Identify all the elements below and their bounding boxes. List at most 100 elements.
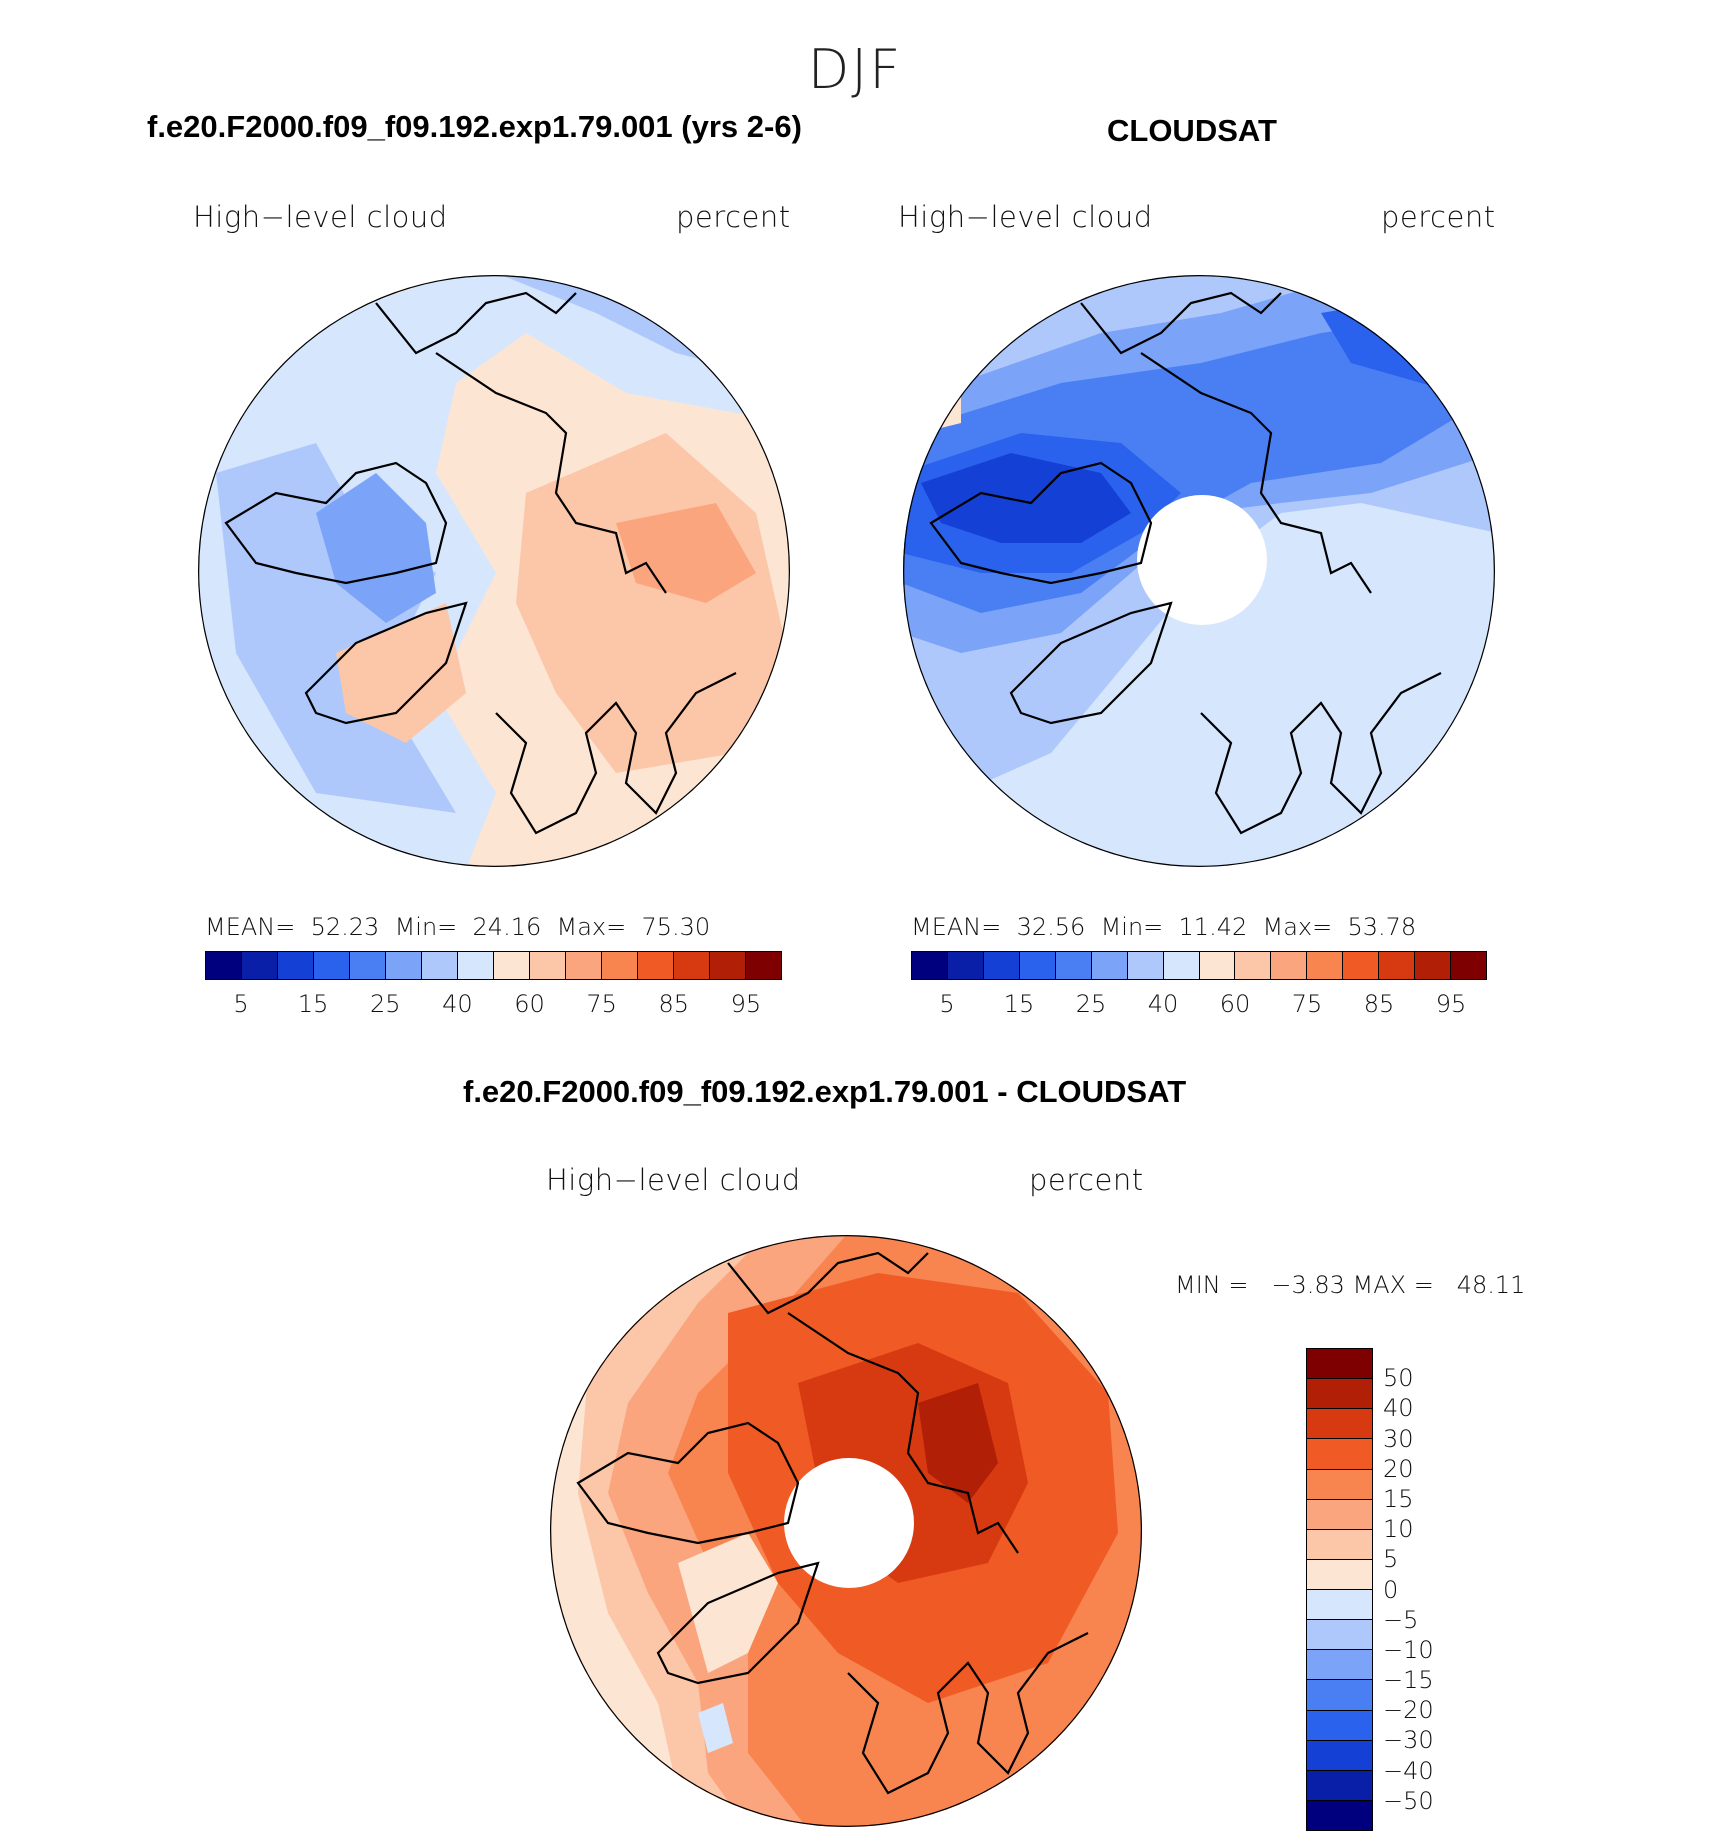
obs-coastline-siberia <box>1140 352 1372 594</box>
model-polar-map <box>198 275 790 867</box>
model-coastline-greenland <box>304 601 468 725</box>
obs-coastline-europe <box>1200 672 1442 835</box>
colorbar-segment <box>1307 1529 1372 1560</box>
colorbar-segment <box>1271 952 1308 979</box>
obs-coastline-canada <box>929 461 1153 585</box>
colorbar-segment <box>1307 1590 1372 1621</box>
colorbar-segment <box>1307 1469 1372 1500</box>
model-coastline-alaska <box>375 291 577 355</box>
colorbar-tick-label: 95 <box>1435 990 1467 1018</box>
colorbar-segment <box>1307 1439 1372 1470</box>
diff-field-lightblue-2 <box>663 1235 698 1268</box>
colorbar-segment <box>1307 1620 1372 1651</box>
colorbar-tick-label: 5 <box>233 990 249 1018</box>
model-case-title: f.e20.F2000.f09_f09.192.exp1.79.001 (yrs… <box>147 109 802 144</box>
colorbar-segment <box>1235 952 1272 979</box>
colorbar-tick-label: 75 <box>586 990 617 1018</box>
colorbar-segment <box>386 952 422 979</box>
colorbar-tick-label: −40 <box>1383 1756 1434 1785</box>
diff-coastline-alaska <box>727 1251 929 1315</box>
obs-field-darkblue <box>921 453 1131 543</box>
colorbar-segment <box>710 952 746 979</box>
colorbar-segment <box>278 952 314 979</box>
colorbar-tick-label: 0 <box>1383 1575 1399 1604</box>
colorbar-segment <box>746 952 781 979</box>
colorbar-segment <box>1307 1800 1372 1830</box>
colorbar-tick-label: 75 <box>1291 990 1323 1018</box>
diff-colorbar-labels: 50 40 30 20 15 10 5 0 −5 −10 −15 −20 −30 −40 −50 <box>1383 1348 1473 1831</box>
diff-field-peach-greenland <box>678 1533 778 1673</box>
model-field-blue-archipelago <box>316 473 436 623</box>
diff-coastline-greenland <box>656 1561 820 1685</box>
colorbar-segment <box>983 952 1020 979</box>
colorbar-tick-label: 40 <box>1383 1394 1414 1423</box>
colorbar-segment <box>1307 1379 1372 1410</box>
colorbar-segment <box>1307 1740 1372 1771</box>
model-field-salmon-green <box>336 603 466 743</box>
colorbar-tick-label: −30 <box>1383 1726 1434 1755</box>
season-title: DJF <box>807 38 903 101</box>
colorbar-segment <box>1307 1349 1372 1380</box>
colorbar-segment <box>1307 1650 1372 1681</box>
colorbar-segment <box>1415 952 1452 979</box>
colorbar-tick-label: 60 <box>1219 990 1251 1018</box>
colorbar-tick-label: −15 <box>1383 1666 1434 1695</box>
colorbar-tick-label: 40 <box>1147 990 1179 1018</box>
colorbar-segment <box>494 952 530 979</box>
diff-coastline-canada <box>576 1421 800 1545</box>
diff-case-title: f.e20.F2000.f09_f09.192.exp1.79.001 - CL… <box>463 1074 1187 1109</box>
colorbar-tick-label: −20 <box>1383 1696 1434 1725</box>
model-coastline-europe <box>495 672 737 835</box>
colorbar-tick-label: 50 <box>1383 1364 1414 1393</box>
colorbar-segment <box>206 952 242 979</box>
diff-field-lightblue-1 <box>698 1703 733 1753</box>
colorbar-segment <box>1199 952 1236 979</box>
diff-units-label: percent <box>1029 1163 1144 1197</box>
colorbar-segment <box>1451 952 1486 979</box>
colorbar-tick-label: 30 <box>1383 1424 1414 1453</box>
colorbar-tick-label: 95 <box>730 990 762 1018</box>
obs-variable-label: High−level cloud <box>898 200 1153 234</box>
model-colorbar-labels: 5 15 25 40 60 75 85 95 <box>205 990 782 1020</box>
colorbar-segment <box>1019 952 1056 979</box>
colorbar-segment <box>314 952 350 979</box>
colorbar-tick-label: 5 <box>1383 1545 1399 1574</box>
colorbar-segment <box>1307 1680 1372 1711</box>
colorbar-tick-label: 85 <box>1363 990 1395 1018</box>
diff-colorbar <box>1306 1348 1373 1831</box>
colorbar-segment <box>1307 952 1344 979</box>
diff-polar-hole <box>784 1458 914 1588</box>
diff-polar-map <box>550 1235 1142 1827</box>
colorbar-tick-label: −5 <box>1383 1605 1419 1634</box>
diff-field-maroon-core <box>918 1383 998 1503</box>
colorbar-tick-label: 10 <box>1383 1515 1414 1544</box>
colorbar-segment <box>1091 952 1128 979</box>
colorbar-tick-label: 5 <box>939 990 955 1018</box>
model-colorbar <box>205 951 782 980</box>
colorbar-segment <box>566 952 602 979</box>
colorbar-tick-label: 15 <box>1003 990 1035 1018</box>
obs-polar-hole <box>1137 495 1267 625</box>
obs-colorbar-labels: 5 15 25 40 60 75 85 95 <box>911 990 1487 1020</box>
colorbar-tick-label: 40 <box>442 990 473 1018</box>
colorbar-segment <box>422 952 458 979</box>
colorbar-tick-label: 15 <box>1383 1484 1414 1513</box>
colorbar-segment <box>674 952 710 979</box>
obs-colorbar <box>911 951 1487 980</box>
colorbar-segment <box>602 952 638 979</box>
colorbar-segment <box>638 952 674 979</box>
colorbar-segment <box>1127 952 1164 979</box>
model-variable-label: High−level cloud <box>193 200 448 234</box>
colorbar-segment <box>1307 1710 1372 1741</box>
colorbar-segment <box>1307 1409 1372 1440</box>
diff-coastline-europe <box>847 1632 1089 1795</box>
colorbar-segment <box>458 952 494 979</box>
colorbar-tick-label: −10 <box>1383 1635 1434 1664</box>
colorbar-segment <box>1307 1770 1372 1801</box>
colorbar-segment <box>1163 952 1200 979</box>
colorbar-segment <box>1055 952 1092 979</box>
obs-polar-map <box>903 275 1495 867</box>
colorbar-tick-label: 85 <box>658 990 690 1018</box>
model-units-label: percent <box>676 200 791 234</box>
diff-variable-label: High−level cloud <box>546 1163 801 1197</box>
